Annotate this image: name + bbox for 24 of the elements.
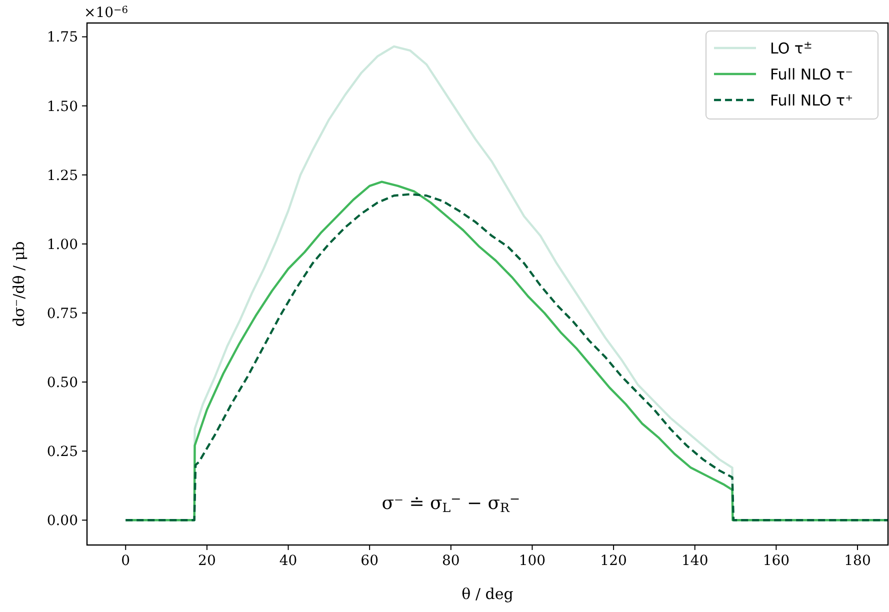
x-tick-label: 60: [360, 553, 378, 569]
y-tick-label: 0.50: [46, 374, 78, 391]
x-axis-title: θ / deg: [462, 585, 514, 603]
y-tick-label: 0.75: [46, 306, 78, 322]
x-tick-label: 140: [682, 553, 708, 569]
x-tick-label: 40: [279, 553, 298, 569]
y-axis-title: dσ⁻/dθ / μb: [10, 241, 28, 327]
legend-label: Full NLO τ⁻: [770, 65, 853, 84]
x-tick-label: 120: [600, 553, 627, 569]
x-tick-label: 180: [844, 553, 871, 569]
legend-label: Full NLO τ⁺: [770, 91, 853, 110]
x-tick-label: 100: [518, 553, 546, 569]
legend-label: LO τ$^{±}$: [770, 39, 812, 58]
y-tick-label: 1.25: [46, 168, 78, 184]
x-tick-label: 20: [198, 553, 216, 569]
y-tick-label: 1.50: [46, 98, 78, 115]
text: ×10$^{−6}$: [84, 4, 128, 21]
y-tick-label: 1.00: [46, 236, 78, 253]
y-tick-label: 0.25: [46, 444, 78, 460]
x-tick-label: 80: [442, 553, 460, 569]
x-tick-label: 0: [121, 553, 130, 569]
y-tick-label: 1.75: [46, 30, 78, 46]
y-tick-label: 0.00: [46, 513, 78, 530]
x-tick-label: 160: [762, 553, 790, 569]
